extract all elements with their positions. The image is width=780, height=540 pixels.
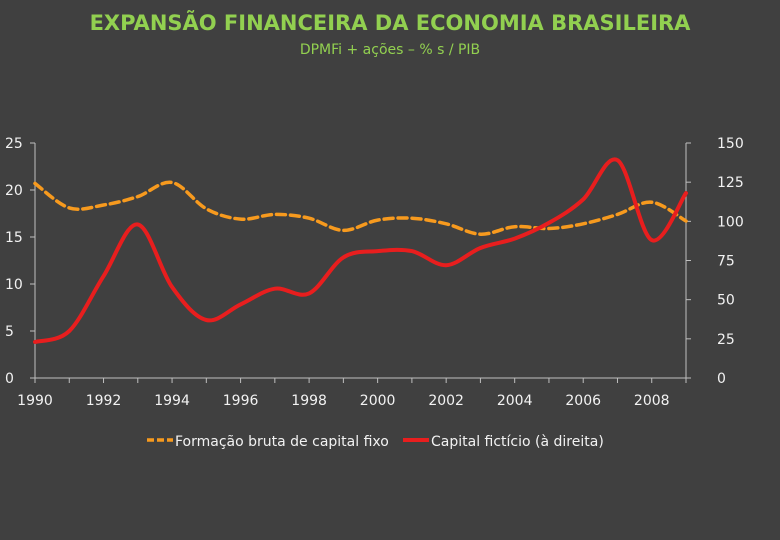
left-tick-label: 25 xyxy=(5,136,23,152)
left-tick-label: 10 xyxy=(5,277,23,293)
x-tick-label: 2000 xyxy=(360,393,396,409)
series-line-2 xyxy=(33,157,688,344)
left-tick-label: 15 xyxy=(5,230,23,246)
right-tick-label: 75 xyxy=(717,254,735,270)
chart-title: EXPANSÃO FINANCEIRA DA ECONOMIA BRASILEI… xyxy=(90,10,692,35)
x-tick-label: 2004 xyxy=(497,393,533,409)
right-tick-label: 0 xyxy=(717,371,726,387)
series-layer xyxy=(33,157,688,344)
x-tick-label: 1998 xyxy=(291,393,327,409)
chart-subtitle: DPMFi + ações – % s / PIB xyxy=(300,42,480,58)
axes: 0 5 10 15 20 25 0 25 50 75 100 125 150 1990 1992 1994 19… xyxy=(5,136,744,409)
right-tick-label: 50 xyxy=(717,293,735,309)
right-tick-label: 125 xyxy=(717,175,744,191)
x-tick-label: 1990 xyxy=(17,393,53,409)
x-tick-label: 2006 xyxy=(565,393,601,409)
right-tick-label: 100 xyxy=(717,214,744,230)
right-tick-label: 150 xyxy=(717,136,744,152)
left-tick-label: 0 xyxy=(5,371,14,387)
legend: Formação bruta de capital fixo Capital fi… xyxy=(147,434,604,450)
series-line-1 xyxy=(33,180,688,236)
x-tick-label: 1992 xyxy=(86,393,122,409)
legend-label-2: Capital fictício (à direita) xyxy=(431,434,604,450)
x-tick-label: 1994 xyxy=(154,393,190,409)
x-tick-label: 2002 xyxy=(428,393,464,409)
left-tick-label: 5 xyxy=(5,324,14,340)
x-tick-label: 1996 xyxy=(223,393,259,409)
left-tick-label: 20 xyxy=(5,183,23,199)
legend-label-1: Formação bruta de capital fixo xyxy=(175,434,389,450)
x-tick-label: 2008 xyxy=(634,393,670,409)
right-tick-label: 25 xyxy=(717,332,735,348)
